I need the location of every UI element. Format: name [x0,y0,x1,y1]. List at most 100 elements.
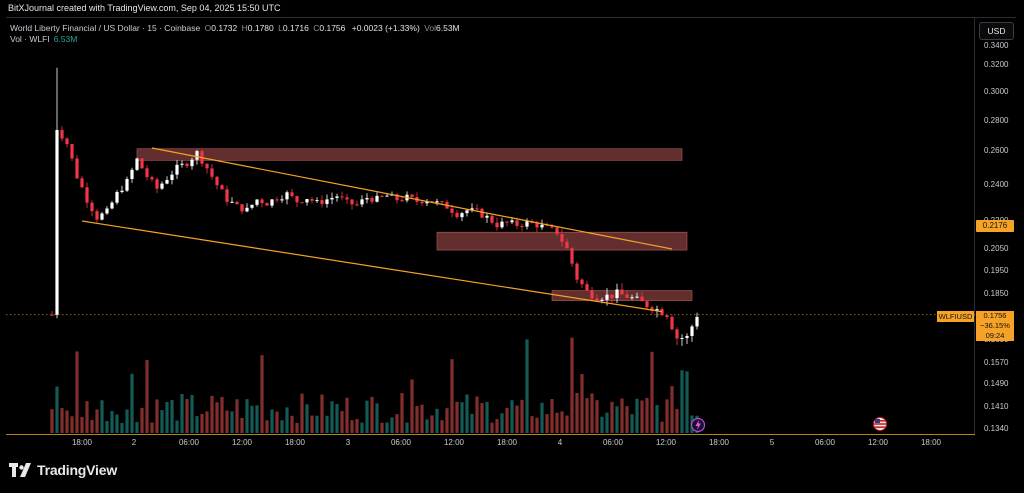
volume-bar [65,410,69,433]
candle-body [315,200,319,202]
volume-bar [105,420,109,433]
candle-body [590,290,594,299]
volume-bar [490,422,494,433]
volume-bar [235,399,239,433]
volume-bar [595,400,599,433]
volume-bar [635,398,639,433]
time-tick-label: 18:00 [708,438,730,447]
high-value: 0.1780 [247,23,274,33]
volume-bar [395,414,399,433]
candle-body [155,179,159,189]
candle-body [605,294,609,300]
candle-body [645,301,649,308]
volume-bar [415,406,419,433]
volume-bar [380,422,384,433]
candle-body [135,158,139,170]
candle-body [575,263,579,280]
price-tick-label: 0.2050 [984,244,1009,253]
candle-body [680,337,684,339]
volume-bar [580,374,584,433]
volume-bar [80,416,84,433]
volume-bar [690,415,694,433]
candle-body [640,296,644,302]
volume-bar [85,401,89,433]
candle-body [330,197,334,200]
candle-body [180,163,184,165]
candle-body [210,168,214,177]
volume-bar [655,405,659,433]
price-tick-label: 0.2600 [984,146,1009,155]
volume-bar [290,415,294,433]
volume-legend: Vol · WLFI 6.53M [10,34,77,44]
candle-body [275,199,279,201]
candle-body [270,199,274,206]
currency-button[interactable]: USD [979,22,1014,40]
candle-body [150,177,154,180]
candle-body [100,213,104,220]
volume-bar [360,422,364,433]
candle-body [440,201,444,203]
volume-bar [210,395,214,433]
time-tick-label: 12:00 [655,438,677,447]
candle-body [295,196,299,203]
candle-body [105,208,109,214]
volume-bar [665,399,669,433]
candle-body [235,201,239,205]
volume-bar [610,401,614,433]
volume-bar [345,397,349,433]
candle-body [110,202,114,209]
volume-bar [255,405,259,433]
volume-bar [500,413,504,433]
volume-bar [115,414,119,433]
volume-bar [630,414,634,433]
volume-bar [615,406,619,433]
volume-bar [135,422,139,433]
candle-body [355,204,359,206]
volume-bar [120,422,124,433]
volume-bar [175,420,179,433]
candle-body [170,174,174,180]
candle-body [360,199,364,205]
volume-bar [110,411,114,433]
candle-body [340,196,344,198]
candle-body [250,204,254,208]
time-tick-label: 06:00 [602,438,624,447]
volume-bar [185,399,189,433]
candle-body [175,164,179,175]
volume-bar [55,386,59,433]
volume-bar [495,419,499,433]
candle-body [425,201,429,204]
candle-body [520,225,524,227]
candle-body [585,284,589,291]
volume-bar [50,409,54,433]
symbol-title[interactable]: World Liberty Financial / US Dollar · 15… [10,23,201,33]
price-tick-label: 0.1490 [984,379,1009,388]
volume-bar [505,407,509,433]
price-chart[interactable] [0,0,975,435]
volume-bar [565,415,569,433]
volume-bar [165,401,169,433]
price-tick-label: 0.2800 [984,116,1009,125]
volume-bar [420,404,424,433]
candle-body [240,204,244,212]
bar-countdown: 09:24 [985,331,1005,340]
plot-top-border [6,17,1016,18]
time-tick-label: 18:00 [71,438,93,447]
candle-body [95,211,99,220]
volume-bar [620,398,624,433]
candle-body [580,279,584,285]
volume-bar [155,399,159,433]
tradingview-logo-icon[interactable] [9,463,31,477]
candle-body [665,315,669,318]
volume-bar [485,401,489,433]
candle-body [130,169,134,179]
volume-bar [455,401,459,433]
candle-body [565,241,569,249]
volume-bar [335,403,339,433]
trendline-upper [151,147,673,250]
time-tick-label: 12:00 [443,438,465,447]
candle-body [490,215,494,223]
candle-body [350,199,354,205]
volume-legend-label[interactable]: Vol · WLFI [10,34,50,44]
time-tick-label: 3 [345,438,351,447]
